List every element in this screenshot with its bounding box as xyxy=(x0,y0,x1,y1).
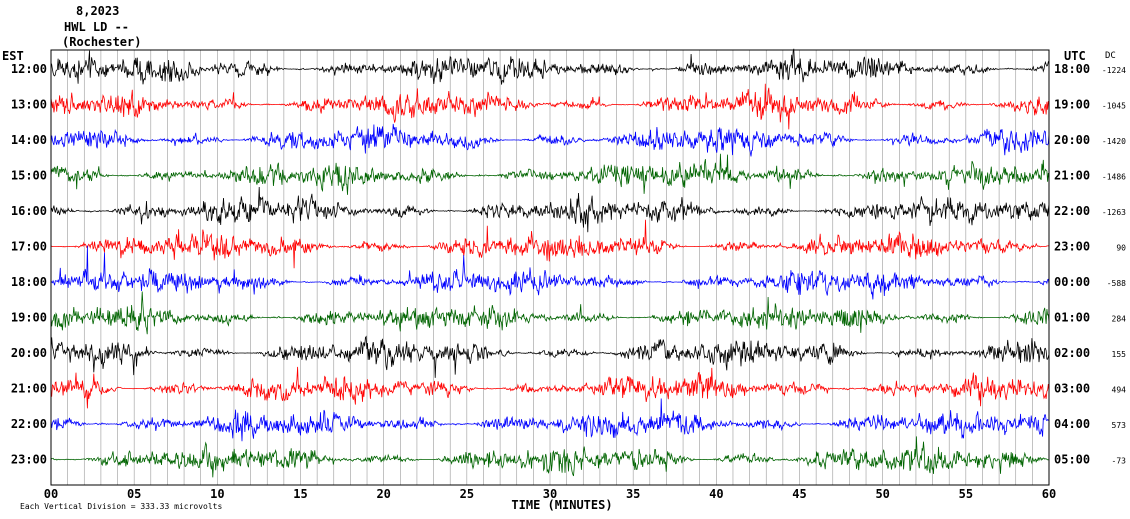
utc-tick-label: 20:00 xyxy=(1054,133,1090,147)
dc-value-label: -73 xyxy=(1112,457,1127,466)
trace-row-1700 xyxy=(50,219,1050,269)
utc-tick-label: 21:00 xyxy=(1054,169,1090,183)
utc-tick-label: 04:00 xyxy=(1054,417,1090,431)
est-tick-label: 20:00 xyxy=(11,346,47,360)
right-axis-label: UTC xyxy=(1064,49,1086,63)
x-tick-label: 40 xyxy=(709,487,723,501)
est-tick-label: 22:00 xyxy=(11,417,47,431)
trace-row-1600 xyxy=(50,186,1050,233)
est-tick-label: 19:00 xyxy=(11,311,47,325)
est-tick-label: 12:00 xyxy=(11,62,47,76)
x-tick-label: 00 xyxy=(44,487,58,501)
x-tick-label: 30 xyxy=(543,487,557,501)
est-tick-label: 23:00 xyxy=(11,453,47,467)
trace-row-1800 xyxy=(50,245,1050,300)
est-tick-label: 18:00 xyxy=(11,275,47,289)
trace-row-1500 xyxy=(50,153,1050,195)
utc-tick-label: 00:00 xyxy=(1054,275,1090,289)
est-tick-label: 13:00 xyxy=(11,98,47,112)
x-tick-label: 55 xyxy=(959,487,973,501)
trace-row-1400 xyxy=(50,123,1050,157)
est-tick-label: 14:00 xyxy=(11,133,47,147)
x-tick-label: 50 xyxy=(875,487,889,501)
trace-row-2100 xyxy=(50,366,1050,409)
utc-tick-label: 23:00 xyxy=(1054,240,1090,254)
header-station: HWL LD -- xyxy=(64,20,130,34)
utc-tick-label: 03:00 xyxy=(1054,382,1090,396)
est-tick-label: 15:00 xyxy=(11,169,47,183)
utc-tick-label: 18:00 xyxy=(1054,62,1090,76)
utc-tick-label: 01:00 xyxy=(1054,311,1090,325)
dc-label: DC xyxy=(1105,51,1116,61)
trace-row-1300 xyxy=(50,83,1050,130)
utc-tick-label: 22:00 xyxy=(1054,204,1090,218)
est-tick-label: 16:00 xyxy=(11,204,47,218)
trace-row-2200 xyxy=(50,398,1050,442)
dc-value-label: 284 xyxy=(1112,315,1127,324)
seismic-traces xyxy=(50,48,1050,478)
x-tick-label: 25 xyxy=(460,487,474,501)
trace-row-2300 xyxy=(50,436,1050,478)
trace-row-2000 xyxy=(50,335,1050,378)
dc-value-label: 155 xyxy=(1112,350,1127,359)
trace-row-1900 xyxy=(50,291,1050,335)
dc-value-label: -1486 xyxy=(1102,173,1126,182)
dc-value-label: -1263 xyxy=(1102,208,1126,217)
x-axis-label: TIME (MINUTES) xyxy=(511,498,612,512)
axis-labels: EST UTC DC 12:00 18:00 -1224 13:00 19:00 -1045 14… xyxy=(2,49,1126,512)
dc-value-label: -588 xyxy=(1107,279,1126,288)
dc-value-label: 573 xyxy=(1112,421,1127,430)
scale-note: Each Vertical Division = 333.33 microvol… xyxy=(20,502,222,511)
x-tick-label: 60 xyxy=(1042,487,1056,501)
dc-value-label: -1045 xyxy=(1102,102,1126,111)
est-tick-label: 21:00 xyxy=(11,382,47,396)
utc-tick-label: 02:00 xyxy=(1054,346,1090,360)
est-tick-label: 17:00 xyxy=(11,240,47,254)
dc-value-label: 90 xyxy=(1116,244,1126,253)
x-tick-label: 35 xyxy=(626,487,640,501)
utc-tick-label: 05:00 xyxy=(1054,453,1090,467)
vertical-gridlines xyxy=(67,50,1033,485)
x-tick-label: 45 xyxy=(792,487,806,501)
header-date: 8,2023 xyxy=(76,4,120,18)
dc-value-label: -1420 xyxy=(1102,137,1126,146)
dc-value-label: 494 xyxy=(1112,386,1127,395)
x-tick-label: 15 xyxy=(293,487,307,501)
dc-value-label: -1224 xyxy=(1102,66,1126,75)
left-axis-label: EST xyxy=(2,49,24,63)
x-tick-label: 05 xyxy=(127,487,141,501)
header-location: (Rochester) xyxy=(62,35,142,49)
x-tick-label: 10 xyxy=(210,487,224,501)
trace-row-1200 xyxy=(50,48,1050,85)
x-tick-label: 20 xyxy=(376,487,390,501)
utc-tick-label: 19:00 xyxy=(1054,98,1090,112)
plot-frame xyxy=(50,49,1050,486)
